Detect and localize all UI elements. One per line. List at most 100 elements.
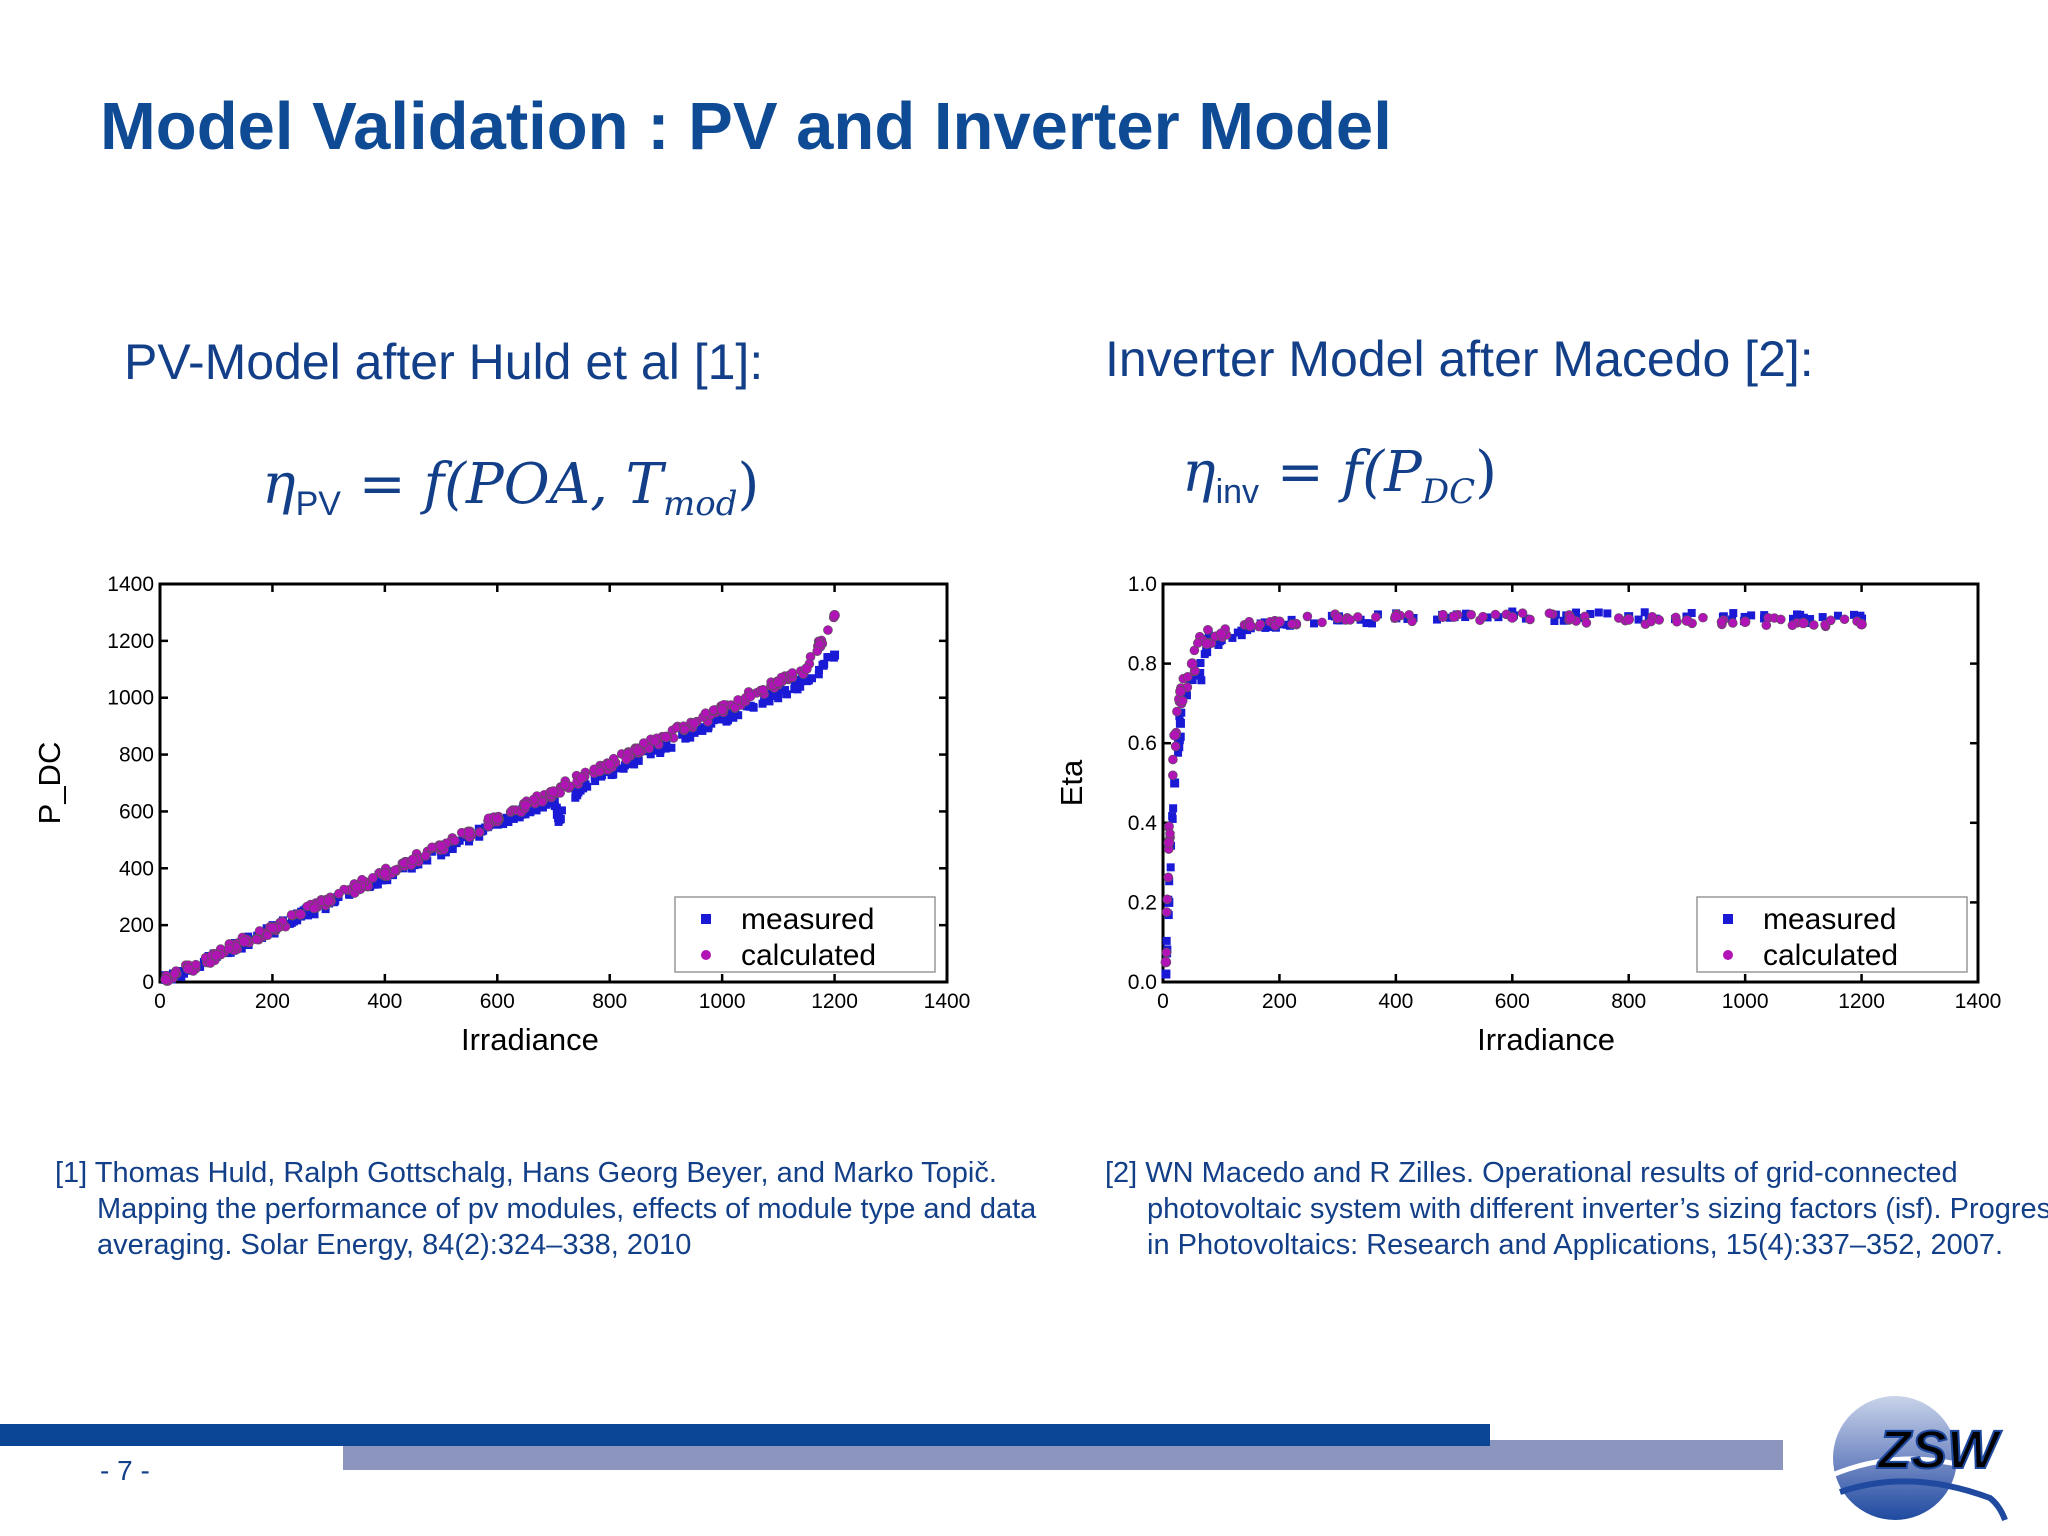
legend-marker-measured — [701, 914, 711, 924]
x-axis-label: Irradiance — [1477, 1022, 1615, 1057]
data-point — [1559, 616, 1568, 625]
data-point — [407, 854, 419, 866]
y-tick-label: 800 — [119, 744, 154, 767]
data-point — [646, 750, 655, 759]
x-tick-label: 800 — [592, 990, 627, 1013]
y-tick-label: 0.0 — [1128, 971, 1157, 994]
data-point — [1506, 612, 1518, 623]
data-point — [638, 738, 649, 748]
x-tick-label: 800 — [1611, 990, 1646, 1013]
data-point — [1390, 611, 1402, 622]
data-point — [1170, 778, 1180, 788]
data-point — [680, 724, 690, 735]
data-point — [1287, 619, 1297, 629]
data-point — [1172, 706, 1182, 717]
data-point — [660, 731, 672, 743]
data-point — [812, 646, 823, 656]
data-point — [509, 814, 518, 823]
data-point — [651, 746, 660, 755]
data-point — [1525, 614, 1535, 625]
data-point — [801, 663, 812, 675]
data-point — [1825, 615, 1836, 626]
data-point — [182, 963, 194, 974]
data-point — [390, 865, 400, 875]
data-point — [782, 690, 791, 699]
data-point — [1163, 872, 1174, 883]
data-point — [829, 609, 840, 621]
legend-label: measured — [741, 903, 874, 936]
zsw-logo: ZSW — [1829, 1396, 2008, 1522]
data-point — [1197, 676, 1206, 685]
data-point — [1776, 614, 1786, 625]
data-point — [1367, 619, 1376, 628]
data-point — [1787, 620, 1798, 631]
data-point — [295, 909, 306, 920]
slide-title: Model Validation : PV and Inverter Model — [100, 89, 1392, 164]
data-point — [554, 814, 564, 824]
data-point — [571, 793, 580, 802]
data-point — [1163, 837, 1175, 849]
formula-body: = f(POA, T — [358, 452, 664, 517]
y-tick-label: 1.0 — [1128, 573, 1157, 596]
data-point — [1302, 611, 1313, 622]
data-point — [1404, 610, 1414, 620]
data-point — [323, 895, 334, 906]
data-point — [499, 820, 508, 829]
data-point — [1166, 863, 1175, 872]
data-point — [1646, 616, 1656, 627]
data-point — [1581, 618, 1592, 628]
data-point — [450, 835, 460, 846]
data-point — [1640, 608, 1649, 617]
data-point — [1237, 631, 1246, 640]
data-point — [773, 688, 783, 698]
data-point — [1788, 614, 1797, 623]
data-point — [368, 873, 378, 883]
data-point — [1438, 609, 1448, 620]
pv-power-chart: 0 200 400 600 800 1000 1200 1400 0 200 400 600 800 10… — [32, 573, 970, 1057]
data-point — [1182, 671, 1193, 682]
data-point — [1808, 620, 1819, 630]
x-tick-label: 1000 — [1722, 990, 1769, 1013]
data-point — [801, 676, 811, 686]
formula-body: = f(P — [1276, 440, 1422, 505]
data-point — [704, 724, 713, 733]
data-point — [1332, 612, 1343, 624]
data-point — [1466, 609, 1476, 620]
data-point — [1168, 770, 1178, 781]
data-point — [823, 625, 833, 635]
legend-label: calculated — [741, 939, 876, 972]
data-point — [576, 772, 587, 784]
data-point — [286, 910, 297, 920]
legend-box — [1696, 896, 1968, 973]
data-point — [790, 685, 799, 694]
data-point — [1201, 638, 1212, 650]
data-point — [765, 697, 774, 706]
x-tick-label: 1000 — [699, 990, 746, 1013]
data-point — [1793, 610, 1802, 619]
data-point — [1165, 828, 1175, 839]
data-point — [1352, 612, 1363, 622]
data-point — [1433, 615, 1442, 624]
data-point — [688, 717, 700, 729]
data-point — [1203, 625, 1213, 635]
legend-box — [674, 896, 936, 973]
legend-label: measured — [1763, 903, 1896, 936]
y-tick-label: 0.2 — [1128, 891, 1157, 914]
x-tick-label: 400 — [1378, 990, 1413, 1013]
data-point — [1544, 608, 1555, 619]
y-tick-label: 400 — [119, 857, 154, 880]
y-tick-label: 1200 — [107, 630, 154, 653]
data-point — [633, 753, 643, 763]
formula-eta: η — [262, 452, 296, 517]
data-point — [1856, 618, 1867, 630]
y-axis-label: Eta — [1054, 759, 1089, 806]
data-point — [1175, 718, 1185, 728]
data-point — [1282, 620, 1291, 629]
data-point — [502, 813, 511, 822]
formula-close: ) — [737, 452, 760, 517]
data-point — [1634, 615, 1643, 624]
data-point — [559, 780, 570, 790]
data-point — [725, 713, 734, 722]
data-point — [483, 821, 493, 832]
